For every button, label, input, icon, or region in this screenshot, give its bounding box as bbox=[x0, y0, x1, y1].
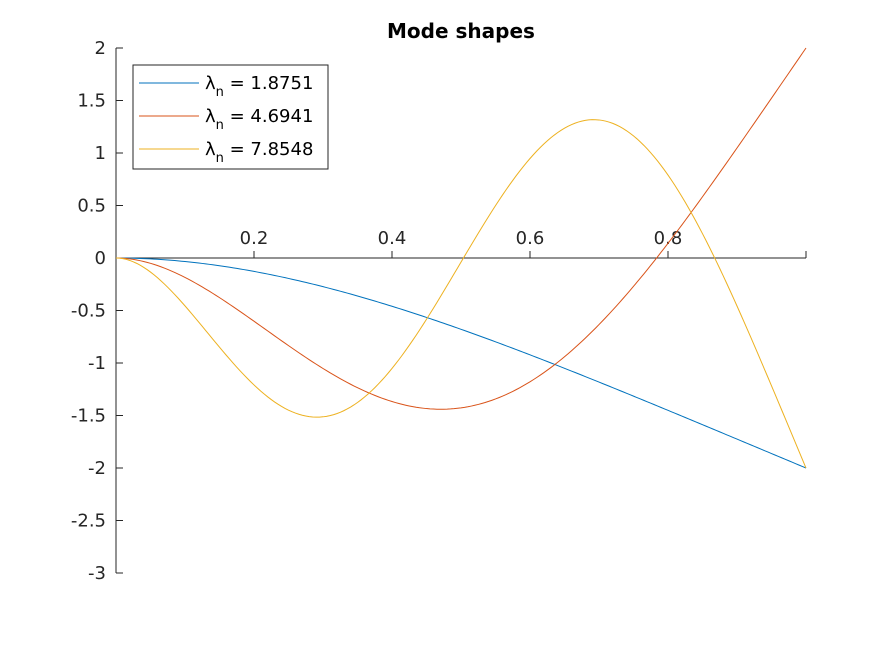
y-tick-label: 0.5 bbox=[77, 196, 106, 217]
y-tick-label: -0.5 bbox=[71, 301, 106, 322]
legend-symbol: λ bbox=[205, 106, 216, 127]
legend-label-1: λn = 1.8751 bbox=[205, 73, 313, 100]
y-tick-label: 1.5 bbox=[77, 91, 106, 112]
y-tick-label: 2 bbox=[95, 38, 106, 59]
legend-subscript: n bbox=[216, 85, 224, 100]
y-tick-label: 0 bbox=[95, 248, 106, 269]
legend-subscript: n bbox=[216, 151, 224, 166]
x-tick-label: 0.2 bbox=[240, 228, 269, 249]
series-layer bbox=[115, 47, 807, 469]
legend-symbol: λ bbox=[205, 139, 216, 160]
legend-value: = 7.8548 bbox=[224, 139, 314, 160]
y-tick-label: -2 bbox=[88, 458, 106, 479]
legend-value: = 4.6941 bbox=[224, 106, 314, 127]
legend-box bbox=[132, 64, 329, 170]
legend-label-2: λn = 4.6941 bbox=[205, 106, 313, 133]
y-tick-label: -1.5 bbox=[71, 406, 106, 427]
y-tick-label: -1 bbox=[88, 353, 106, 374]
x-tick-label: 0.8 bbox=[654, 228, 683, 249]
legend-label-3: λn = 7.8548 bbox=[205, 139, 313, 166]
y-tick-label: -3 bbox=[88, 563, 106, 584]
chart-title: Mode shapes bbox=[387, 19, 535, 43]
axes: 2 1.5 1 0.5 0 -0.5 -1 -1.5 -2 -2.5 -3 0.2 0.4 0.6 0.8 bbox=[71, 38, 807, 584]
series-line-1 bbox=[115, 257, 807, 469]
x-tick-label: 0.4 bbox=[378, 228, 407, 249]
legend-symbol: λ bbox=[205, 73, 216, 94]
legend-subscript: n bbox=[216, 118, 224, 133]
series-line-3 bbox=[115, 119, 807, 469]
legend-value: = 1.8751 bbox=[224, 73, 314, 94]
x-tick-label: 0.6 bbox=[516, 228, 545, 249]
y-tick-label: 1 bbox=[95, 143, 106, 164]
y-tick-label: -2.5 bbox=[71, 511, 106, 532]
